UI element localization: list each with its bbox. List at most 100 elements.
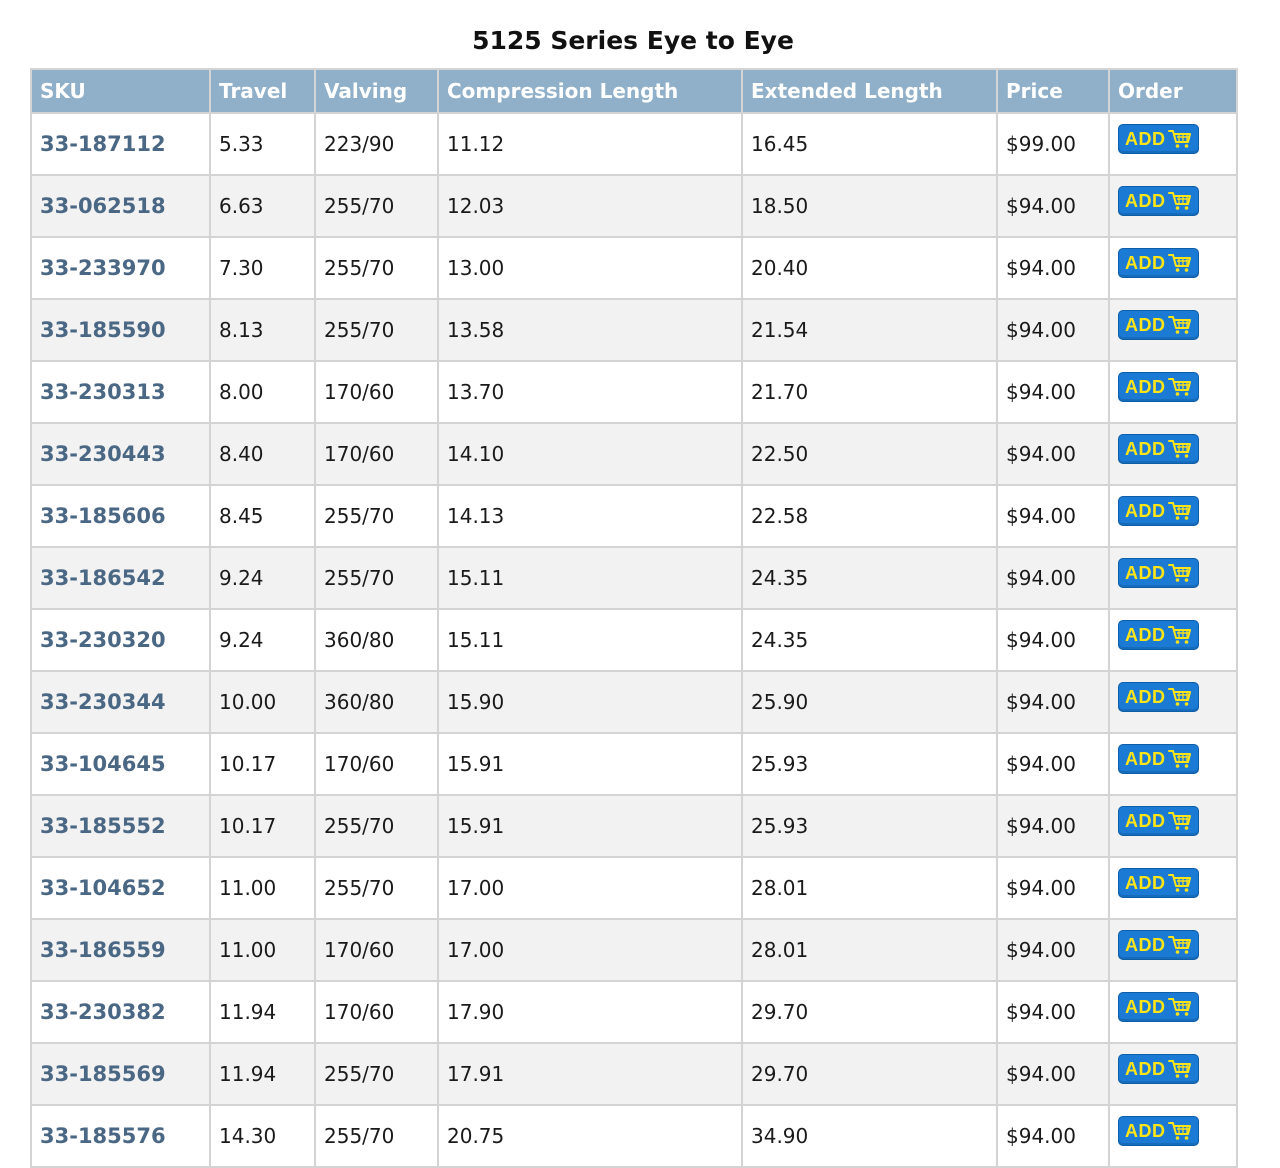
- add-to-cart-button[interactable]: ADD: [1118, 806, 1199, 836]
- table-row: 33-230443 8.40 170/60 14.10 22.50 $94.00…: [30, 422, 1238, 486]
- add-to-cart-button[interactable]: ADD: [1118, 372, 1199, 402]
- sku-link[interactable]: 33-186542: [30, 546, 211, 610]
- sku-link[interactable]: 33-230443: [30, 422, 211, 486]
- shopping-cart-icon: [1167, 501, 1192, 521]
- add-button-label: ADD: [1125, 438, 1166, 459]
- order-cell: ADD: [1108, 484, 1238, 548]
- column-header-order: Order: [1108, 68, 1238, 114]
- add-button-label: ADD: [1125, 686, 1166, 707]
- valving-cell: 170/60: [314, 918, 439, 982]
- travel-cell: 14.30: [209, 1104, 316, 1168]
- shopping-cart-icon: [1167, 563, 1192, 583]
- travel-cell: 11.94: [209, 1042, 316, 1106]
- shopping-cart-icon: [1167, 687, 1192, 707]
- sku-link[interactable]: 33-230382: [30, 980, 211, 1044]
- compression-length-cell: 14.10: [437, 422, 743, 486]
- sku-link[interactable]: 33-185606: [30, 484, 211, 548]
- add-button-label: ADD: [1125, 252, 1166, 273]
- order-cell: ADD: [1108, 608, 1238, 672]
- add-to-cart-button[interactable]: ADD: [1118, 496, 1199, 526]
- compression-length-cell: 13.58: [437, 298, 743, 362]
- order-cell: ADD: [1108, 298, 1238, 362]
- shopping-cart-icon: [1167, 191, 1192, 211]
- valving-cell: 255/70: [314, 1042, 439, 1106]
- add-to-cart-button[interactable]: ADD: [1118, 1054, 1199, 1084]
- extended-length-cell: 34.90: [741, 1104, 998, 1168]
- shopping-cart-icon: [1167, 377, 1192, 397]
- compression-length-cell: 17.90: [437, 980, 743, 1044]
- extended-length-cell: 18.50: [741, 174, 998, 238]
- valving-cell: 360/80: [314, 608, 439, 672]
- shopping-cart-icon: [1167, 749, 1192, 769]
- add-to-cart-button[interactable]: ADD: [1118, 682, 1199, 712]
- add-button-label: ADD: [1125, 872, 1166, 893]
- extended-length-cell: 29.70: [741, 1042, 998, 1106]
- add-to-cart-button[interactable]: ADD: [1118, 186, 1199, 216]
- add-to-cart-button[interactable]: ADD: [1118, 930, 1199, 960]
- add-to-cart-button[interactable]: ADD: [1118, 434, 1199, 464]
- column-header-compression-length: Compression Length: [437, 68, 743, 114]
- price-cell: $94.00: [996, 608, 1110, 672]
- order-cell: ADD: [1108, 236, 1238, 300]
- order-cell: ADD: [1108, 360, 1238, 424]
- travel-cell: 11.94: [209, 980, 316, 1044]
- sku-link[interactable]: 33-187112: [30, 112, 211, 176]
- table-header: SKU Travel Valving Compression Length Ex…: [30, 68, 1238, 114]
- shopping-cart-icon: [1167, 997, 1192, 1017]
- extended-length-cell: 24.35: [741, 608, 998, 672]
- travel-cell: 6.63: [209, 174, 316, 238]
- order-cell: ADD: [1108, 1104, 1238, 1168]
- sku-link[interactable]: 33-062518: [30, 174, 211, 238]
- extended-length-cell: 25.93: [741, 794, 998, 858]
- add-to-cart-button[interactable]: ADD: [1118, 620, 1199, 650]
- valving-cell: 255/70: [314, 1104, 439, 1168]
- sku-link[interactable]: 33-185576: [30, 1104, 211, 1168]
- add-to-cart-button[interactable]: ADD: [1118, 1116, 1199, 1146]
- travel-cell: 8.45: [209, 484, 316, 548]
- compression-length-cell: 15.91: [437, 732, 743, 796]
- sku-link[interactable]: 33-230320: [30, 608, 211, 672]
- add-to-cart-button[interactable]: ADD: [1118, 744, 1199, 774]
- sku-link[interactable]: 33-230344: [30, 670, 211, 734]
- compression-length-cell: 15.90: [437, 670, 743, 734]
- column-header-sku: SKU: [30, 68, 211, 114]
- travel-cell: 10.00: [209, 670, 316, 734]
- valving-cell: 170/60: [314, 980, 439, 1044]
- extended-length-cell: 22.50: [741, 422, 998, 486]
- price-cell: $94.00: [996, 236, 1110, 300]
- shopping-cart-icon: [1167, 1121, 1192, 1141]
- add-to-cart-button[interactable]: ADD: [1118, 248, 1199, 278]
- compression-length-cell: 15.91: [437, 794, 743, 858]
- sku-link[interactable]: 33-104645: [30, 732, 211, 796]
- valving-cell: 255/70: [314, 546, 439, 610]
- sku-link[interactable]: 33-185569: [30, 1042, 211, 1106]
- compression-length-cell: 12.03: [437, 174, 743, 238]
- compression-length-cell: 14.13: [437, 484, 743, 548]
- compression-length-cell: 13.70: [437, 360, 743, 424]
- sku-link[interactable]: 33-185552: [30, 794, 211, 858]
- add-to-cart-button[interactable]: ADD: [1118, 992, 1199, 1022]
- sku-link[interactable]: 33-230313: [30, 360, 211, 424]
- sku-link[interactable]: 33-185590: [30, 298, 211, 362]
- order-cell: ADD: [1108, 670, 1238, 734]
- compression-length-cell: 17.91: [437, 1042, 743, 1106]
- price-cell: $94.00: [996, 422, 1110, 486]
- order-cell: ADD: [1108, 546, 1238, 610]
- order-cell: ADD: [1108, 980, 1238, 1044]
- travel-cell: 5.33: [209, 112, 316, 176]
- extended-length-cell: 25.90: [741, 670, 998, 734]
- extended-length-cell: 16.45: [741, 112, 998, 176]
- sku-link[interactable]: 33-104652: [30, 856, 211, 920]
- shopping-cart-icon: [1167, 811, 1192, 831]
- add-to-cart-button[interactable]: ADD: [1118, 124, 1199, 154]
- table-row: 33-185576 14.30 255/70 20.75 34.90 $94.0…: [30, 1104, 1238, 1168]
- column-header-valving: Valving: [314, 68, 439, 114]
- travel-cell: 7.30: [209, 236, 316, 300]
- add-to-cart-button[interactable]: ADD: [1118, 868, 1199, 898]
- add-to-cart-button[interactable]: ADD: [1118, 310, 1199, 340]
- price-cell: $94.00: [996, 484, 1110, 548]
- sku-link[interactable]: 33-233970: [30, 236, 211, 300]
- add-to-cart-button[interactable]: ADD: [1118, 558, 1199, 588]
- travel-cell: 8.00: [209, 360, 316, 424]
- sku-link[interactable]: 33-186559: [30, 918, 211, 982]
